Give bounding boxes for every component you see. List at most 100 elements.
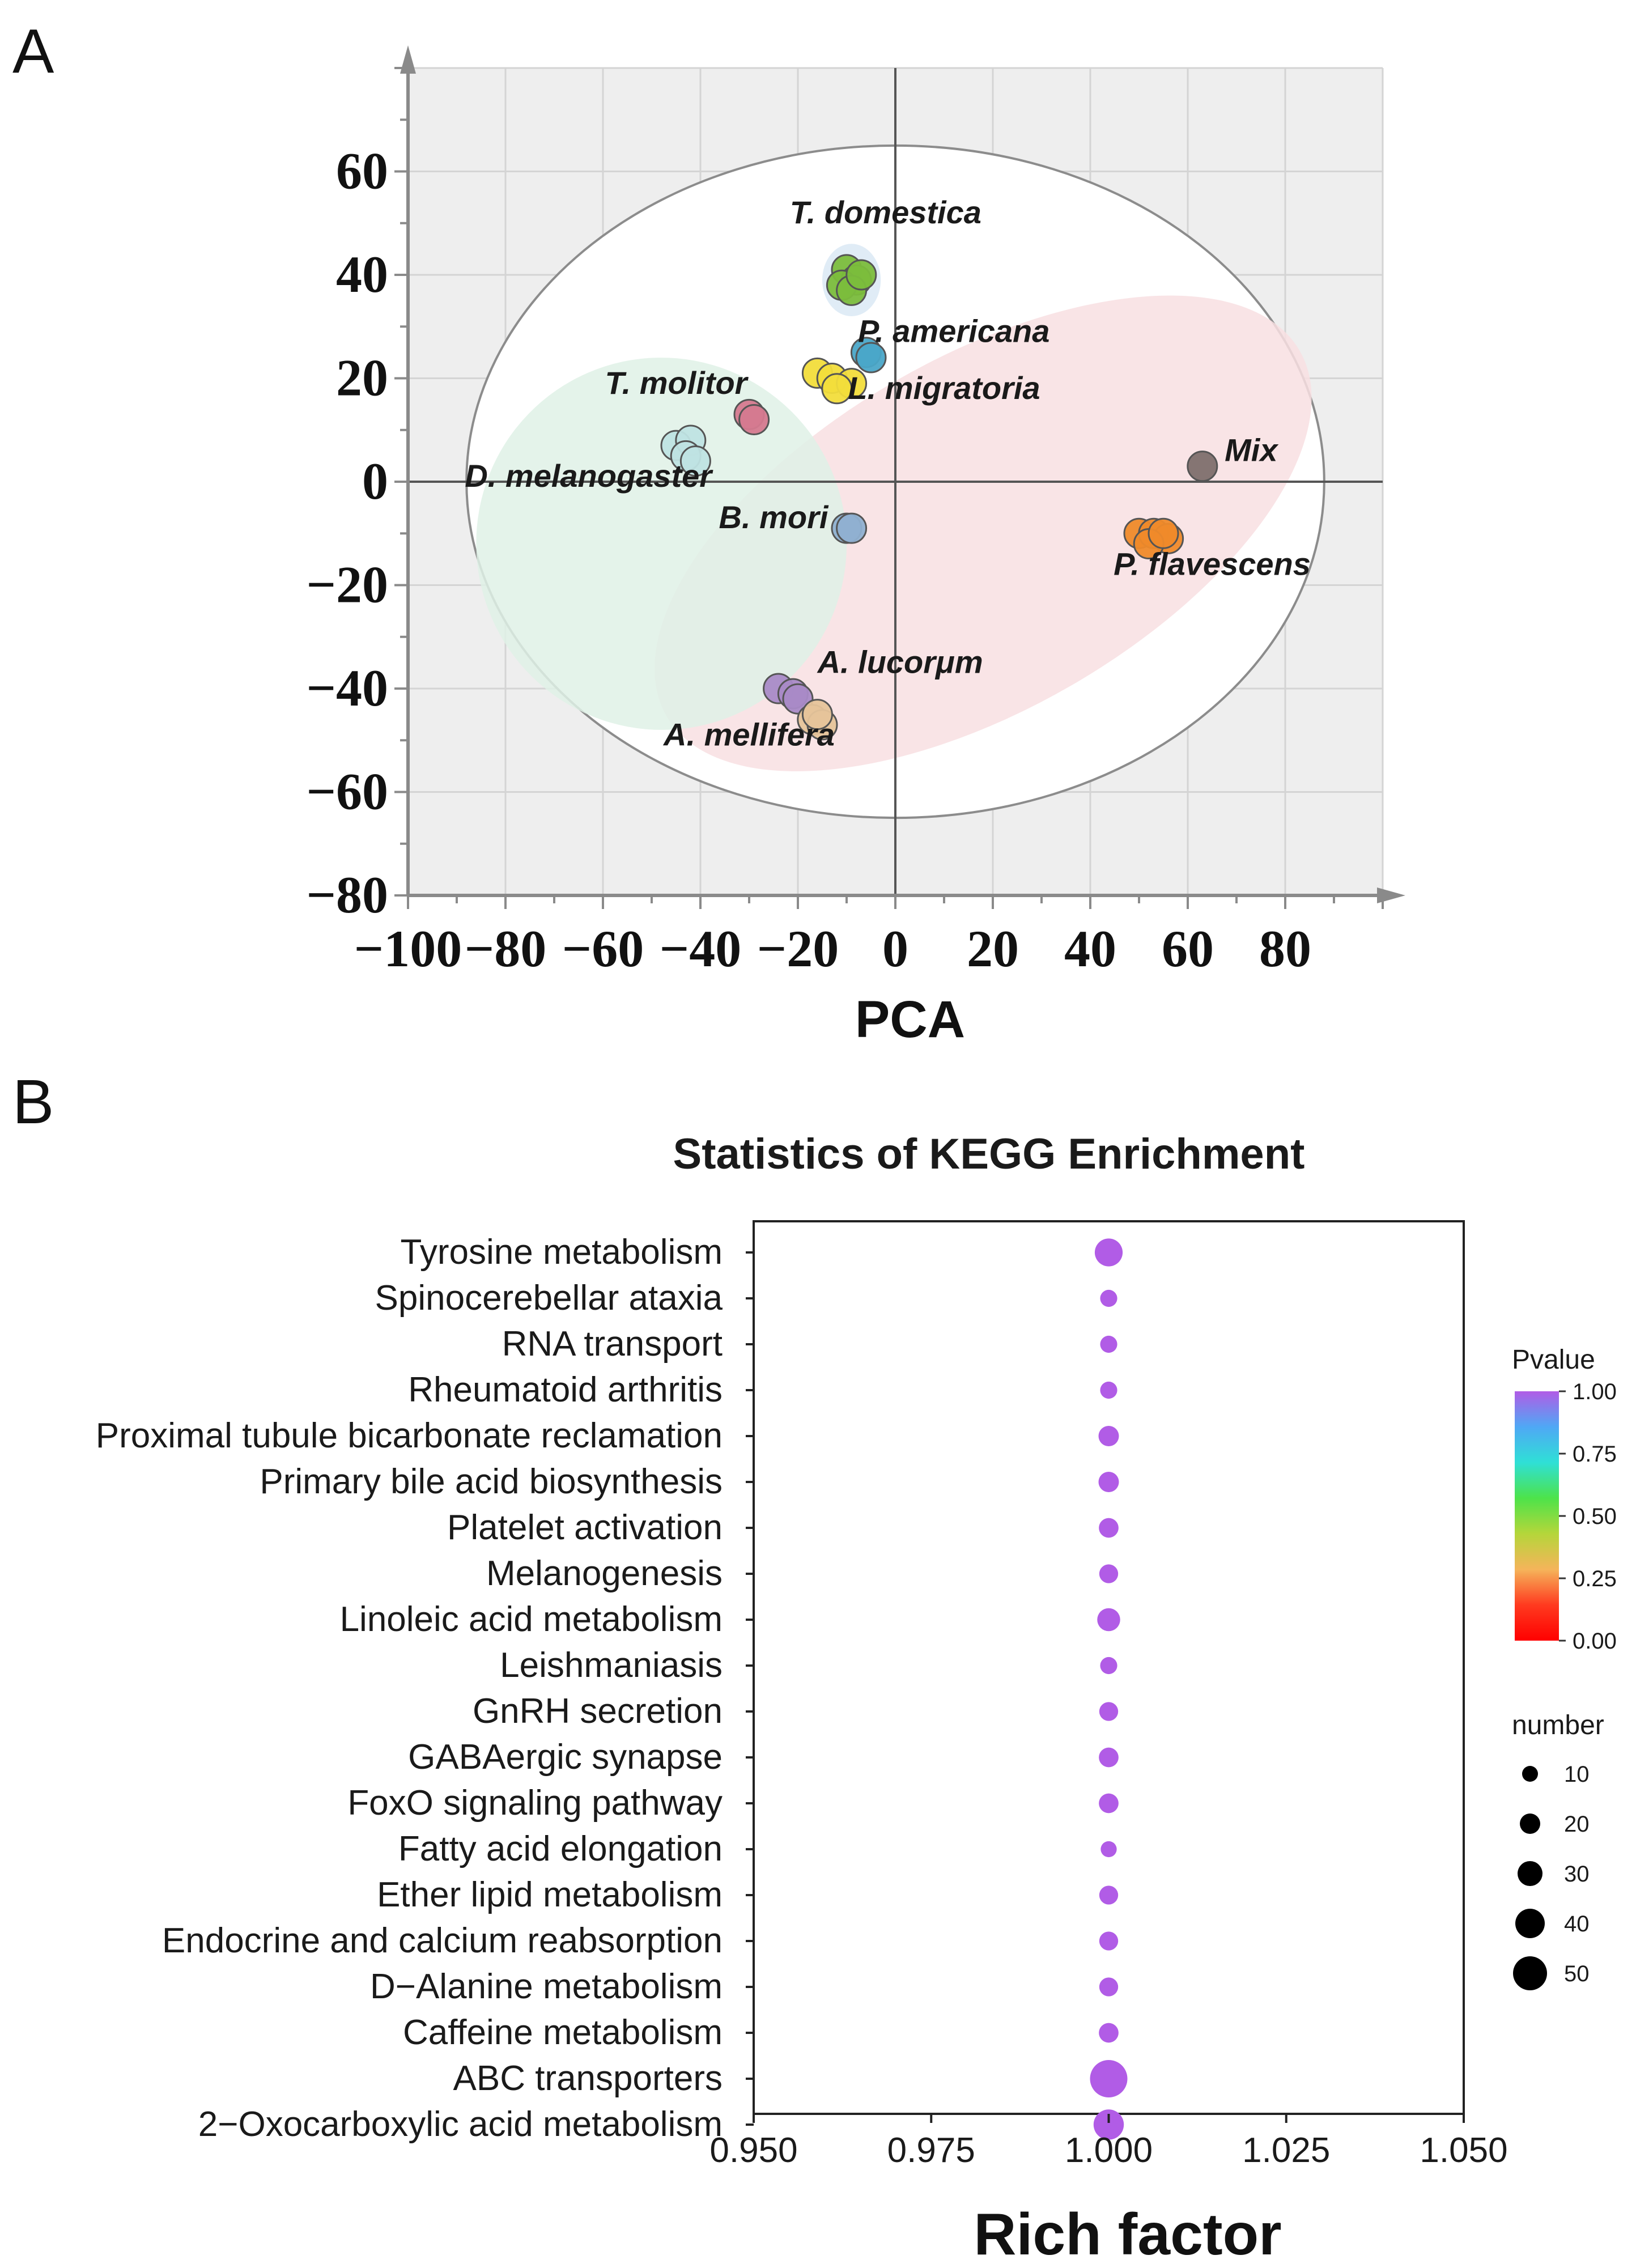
pca-y-tick-label: 60	[336, 142, 388, 200]
pca-point-1-1	[855, 342, 887, 373]
kegg-chart-title: Statistics of KEGG Enrichment	[673, 1130, 1305, 1178]
pvalue-colorbar	[1515, 1391, 1559, 1641]
number-legend-title: number	[1512, 1710, 1604, 1740]
kegg-point	[1097, 1608, 1120, 1632]
kegg-x-tick-label: 1.050	[1420, 2131, 1507, 2170]
kegg-x-axis-title: Rich factor	[974, 2202, 1281, 2267]
kegg-category-label: 2−Oxocarboxylic acid metabolism	[198, 2105, 723, 2144]
number-legend-circle	[1515, 1909, 1545, 1938]
panel-label-b: B	[12, 1067, 54, 1137]
number-legend-circle	[1520, 1813, 1540, 1834]
kegg-point	[1100, 1381, 1117, 1399]
kegg-point	[1099, 1702, 1119, 1721]
kegg-category-label: Endocrine and calcium reabsorption	[162, 1921, 723, 1960]
pca-x-axis-arrow	[1377, 887, 1405, 903]
pca-labels: T. domestica P. americana L. migratoria T. …	[465, 194, 1310, 753]
kegg-x-tick-label: 0.950	[709, 2131, 797, 2170]
kegg-point	[1100, 1841, 1117, 1858]
kegg-point	[1093, 2109, 1124, 2140]
pca-y-tick-label: −40	[307, 659, 388, 717]
kegg-category-label: GnRH secretion	[473, 1692, 723, 1731]
number-legend-label: 10	[1564, 1762, 1590, 1787]
pca-x-tick-label: −20	[757, 920, 839, 978]
kegg-point	[1099, 1747, 1119, 1768]
pca-point-6-1	[836, 512, 868, 544]
kegg-x-ticks: 0.950 0.975 1.000 1.025 1.050	[709, 2114, 1508, 2170]
pca-point-5-0	[1187, 451, 1218, 482]
kegg-point	[1098, 1426, 1119, 1446]
kegg-category-label: D−Alanine metabolism	[370, 1967, 723, 2006]
kegg-panel: B Statistics of KEGG Enrichment Tyrosine…	[12, 1067, 1617, 2267]
number-legend-circle	[1518, 1861, 1542, 1886]
kegg-category-label: Fatty acid elongation	[398, 1829, 723, 1868]
kegg-x-tick-label: 0.975	[887, 2131, 975, 2170]
kegg-category-label: FoxO signaling pathway	[347, 1783, 723, 1823]
pca-y-tick-label: −20	[307, 556, 388, 614]
kegg-point	[1098, 1472, 1119, 1492]
kegg-point	[1100, 1335, 1117, 1353]
kegg-point	[1099, 1977, 1119, 1997]
kegg-category-labels: Tyrosine metabolism Spinocerebellar ataxi…	[96, 1233, 723, 2144]
kegg-point	[1090, 2060, 1128, 2097]
kegg-category-label: ABC transporters	[453, 2059, 723, 2098]
pvalue-tick-label: 1.00	[1573, 1379, 1617, 1404]
pca-point-3-1	[738, 404, 770, 435]
kegg-category-label: RNA transport	[502, 1324, 723, 1364]
kegg-x-tick-label: 1.025	[1242, 2131, 1330, 2170]
pvalue-legend-title: Pvalue	[1512, 1345, 1595, 1375]
number-legend-items: 10 20 30 40 50	[1513, 1762, 1590, 1990]
pca-point-9-2	[801, 699, 833, 730]
pca-species-label: Mix	[1225, 432, 1279, 468]
kegg-category-label: Tyrosine metabolism	[400, 1233, 723, 1272]
pca-species-label: A. lucorμm	[817, 644, 983, 680]
pca-y-tick-label: −80	[307, 866, 388, 924]
pca-x-tick-label: 60	[1162, 920, 1214, 978]
pca-x-tick-label: −80	[465, 920, 546, 978]
pvalue-legend-ticks: 1.00 0.75 0.50 0.25 0.00	[1559, 1379, 1617, 1654]
pca-x-tick-label: 20	[967, 920, 1019, 978]
kegg-points	[1090, 1238, 1128, 2140]
pvalue-tick-label: 0.50	[1573, 1504, 1617, 1529]
kegg-category-label: Spinocerebellar ataxia	[375, 1279, 723, 1318]
pca-species-label: L. migratoria	[848, 370, 1040, 406]
number-legend-label: 50	[1564, 1961, 1590, 1986]
kegg-point	[1100, 1289, 1117, 1307]
number-legend-circle	[1522, 1766, 1538, 1782]
pca-x-tick-labels: −100 −80 −60 −40 −20 0 20 40 60 80	[354, 920, 1311, 978]
pca-points	[660, 254, 1218, 741]
kegg-x-tick-label: 1.000	[1065, 2131, 1153, 2170]
kegg-category-label: Melanogenesis	[486, 1554, 723, 1593]
pca-y-tick-label: −60	[307, 763, 388, 821]
pca-x-tick-label: −100	[354, 920, 462, 978]
pca-species-label: P. americana	[858, 313, 1049, 349]
pvalue-tick-label: 0.75	[1573, 1442, 1617, 1467]
kegg-category-label: Linoleic acid metabolism	[340, 1600, 723, 1639]
kegg-point	[1100, 1657, 1117, 1675]
pca-axes	[394, 45, 1405, 909]
pca-y-tick-labels: 60 40 20 0 −20 −40 −60 −80	[307, 142, 388, 924]
pvalue-legend: Pvalue 1.00 0.75 0.50 0.25 0.00	[1512, 1345, 1617, 1654]
number-legend-circle	[1513, 1956, 1547, 1990]
kegg-category-label: Ether lipid metabolism	[377, 1875, 723, 1914]
kegg-category-label: Leishmaniasis	[500, 1646, 723, 1685]
number-legend: number 10 20 30 40 50	[1512, 1710, 1604, 1990]
pca-species-label: P. flavescens	[1114, 546, 1311, 581]
pca-species-label: A. mellifera	[662, 716, 835, 752]
kegg-point	[1099, 1931, 1119, 1951]
kegg-point	[1099, 2023, 1119, 2043]
pca-x-axis-title: PCA	[855, 991, 965, 1048]
pca-y-tick-label: 0	[362, 452, 388, 510]
kegg-category-label: Caffeine metabolism	[403, 2013, 723, 2052]
pca-y-axis-arrow	[400, 45, 416, 74]
panel-label-a: A	[12, 16, 54, 86]
pca-species-label: D. melanogaster	[465, 458, 713, 494]
number-legend-label: 30	[1564, 1862, 1590, 1887]
kegg-point	[1094, 1238, 1123, 1267]
pca-x-tick-label: −40	[660, 920, 741, 978]
kegg-category-label: GABAergic synapse	[408, 1738, 723, 1777]
pca-point-7-4	[1148, 517, 1179, 549]
pca-species-label: T. domestica	[790, 194, 981, 230]
group-ellipse-group-2	[476, 358, 847, 730]
